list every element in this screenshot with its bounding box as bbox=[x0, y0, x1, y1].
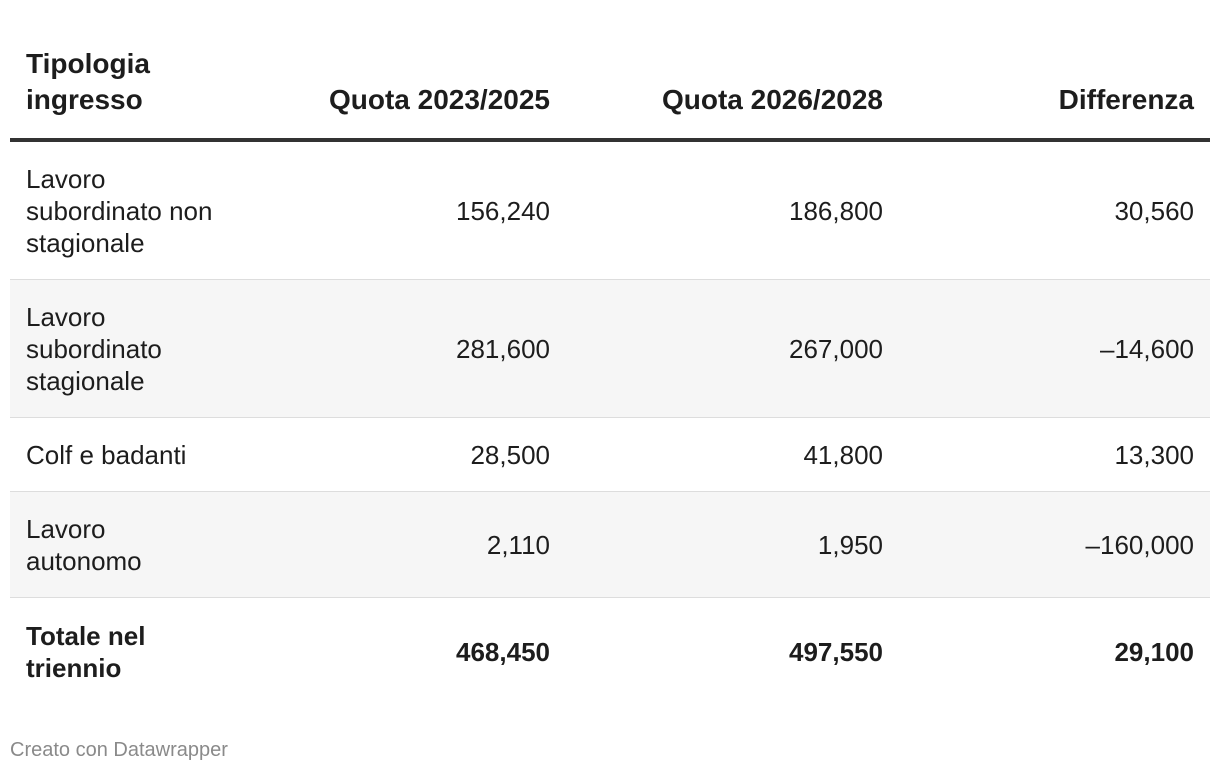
cell-differenza: 13,300 bbox=[899, 417, 1210, 492]
table-row: Lavoro autonomo 2,110 1,950 –160,000 bbox=[10, 491, 1210, 598]
row-label: Lavoro autonomo bbox=[10, 491, 240, 598]
row-label: Lavoro subordinato stagionale bbox=[10, 279, 240, 418]
cell-quota-2023-2025: 281,600 bbox=[240, 279, 566, 418]
cell-quota-2026-2028: 41,800 bbox=[566, 417, 899, 492]
cell-quota-2026-2028: 1,950 bbox=[566, 491, 899, 598]
column-header-differenza: Differenza bbox=[899, 40, 1210, 142]
total-label: Totale nel triennio bbox=[26, 620, 146, 683]
cell-quota-2023-2025: 156,240 bbox=[240, 140, 566, 280]
total-quota-2026-2028: 497,550 bbox=[789, 636, 883, 667]
table-row: Lavoro subordinato non stagionale 156,24… bbox=[10, 140, 1210, 280]
datawrapper-credit: Creato con Datawrapper bbox=[10, 739, 228, 761]
column-header-quota-2026-2028: Quota 2026/2028 bbox=[566, 40, 899, 142]
column-header-tipologia: Tipologia ingresso bbox=[10, 40, 240, 142]
data-table-container: Tipologia ingresso Quota 2023/2025 Quota… bbox=[10, 40, 1210, 705]
total-differenza: 29,100 bbox=[1114, 636, 1194, 667]
cell-differenza: –14,600 bbox=[899, 279, 1210, 418]
cell-quota-2026-2028: 267,000 bbox=[566, 279, 899, 418]
cell-differenza: –160,000 bbox=[899, 491, 1210, 598]
cell-quota-2026-2028: 186,800 bbox=[566, 140, 899, 280]
cell-quota-2023-2025: 28,500 bbox=[240, 417, 566, 492]
cell-differenza: 30,560 bbox=[899, 140, 1210, 280]
column-header-quota-2023-2025: Quota 2023/2025 bbox=[240, 40, 566, 142]
total-quota-2023-2025: 468,450 bbox=[456, 636, 550, 667]
table-header-row: Tipologia ingresso Quota 2023/2025 Quota… bbox=[10, 40, 1210, 142]
row-label: Lavoro subordinato non stagionale bbox=[10, 140, 240, 280]
table-row: Lavoro subordinato stagionale 281,600 26… bbox=[10, 279, 1210, 418]
table-total-row: Totale nel triennio 468,450 497,550 29,1… bbox=[10, 598, 1210, 706]
table-row: Colf e badanti 28,500 41,800 13,300 bbox=[10, 417, 1210, 492]
row-label: Colf e badanti bbox=[10, 417, 240, 492]
quota-table: Tipologia ingresso Quota 2023/2025 Quota… bbox=[10, 40, 1210, 705]
cell-quota-2023-2025: 2,110 bbox=[240, 491, 566, 598]
